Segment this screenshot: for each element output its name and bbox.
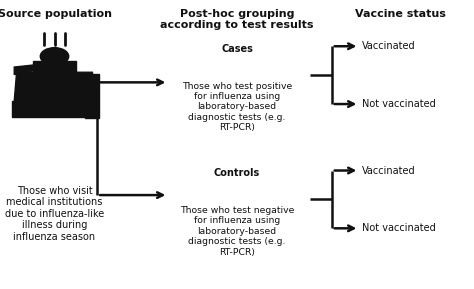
Text: Not vaccinated: Not vaccinated (362, 99, 436, 109)
Text: Vaccinated: Vaccinated (362, 41, 415, 51)
Text: Those who test positive
for influenza using
laboratory-based
diagnostic tests (e: Those who test positive for influenza us… (182, 81, 292, 132)
Text: Source population: Source population (0, 9, 111, 19)
Text: Post-hoc grouping
according to test results: Post-hoc grouping according to test resu… (160, 9, 314, 30)
Bar (12, 101, 97, 117)
Polygon shape (14, 72, 95, 101)
Text: Not vaccinated: Not vaccinated (362, 223, 436, 233)
Text: Those who test negative
for influenza using
laboratory-based
diagnostic tests (e: Those who test negative for influenza us… (180, 206, 294, 257)
Text: Vaccinated: Vaccinated (362, 166, 415, 175)
Polygon shape (14, 65, 33, 75)
Bar (85, 74, 99, 118)
Bar (33, 61, 76, 77)
Circle shape (40, 48, 69, 65)
Text: Vaccine status: Vaccine status (355, 9, 446, 19)
Text: Cases: Cases (221, 44, 253, 54)
Text: Controls: Controls (214, 168, 260, 178)
Text: Those who visit
medical institutions
due to influenza-like
illness during
influe: Those who visit medical institutions due… (5, 186, 104, 242)
